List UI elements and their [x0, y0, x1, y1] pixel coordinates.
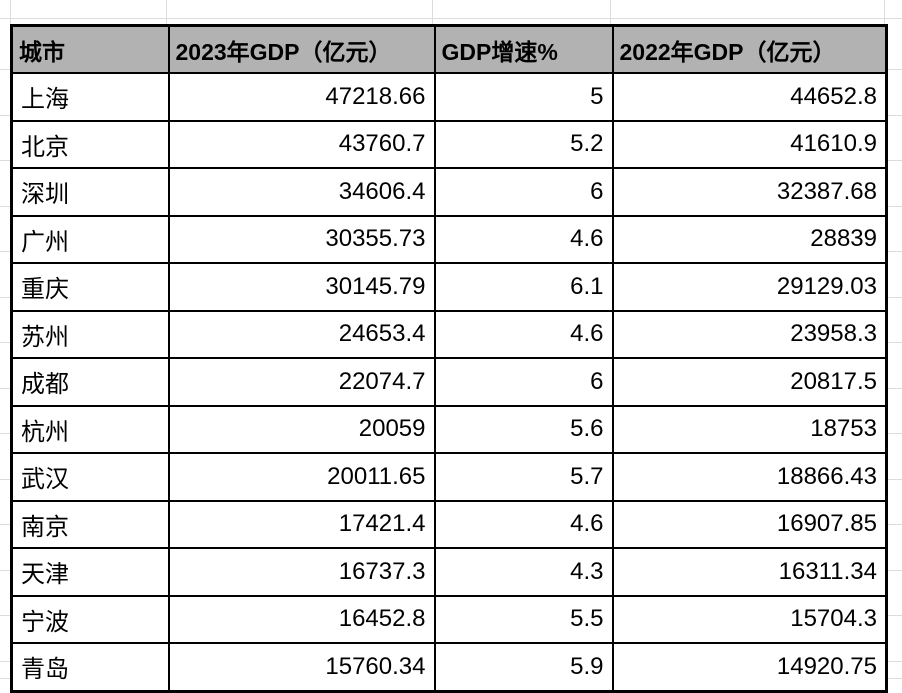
cell-gdp-growth[interactable]: 5.9: [433, 642, 614, 692]
table-row: 深圳 34606.4 6 32387.68: [10, 167, 888, 217]
cell-city[interactable]: 南京: [10, 499, 170, 549]
cell-city[interactable]: 青岛: [10, 642, 170, 692]
table-row: 南京 17421.4 4.6 16907.85: [10, 499, 888, 549]
cell-gdp-growth[interactable]: 4.6: [433, 214, 614, 264]
table-row: 宁波 16452.8 5.5 15704.3: [10, 594, 888, 644]
cell-gdp-2023[interactable]: 15760.34: [167, 642, 436, 692]
cell-gdp-2023[interactable]: 16452.8: [167, 594, 436, 644]
cell-city[interactable]: 上海: [10, 72, 170, 122]
cell-gdp-2023[interactable]: 30355.73: [167, 214, 436, 264]
table-row: 重庆 30145.79 6.1 29129.03: [10, 262, 888, 312]
cell-gdp-2022[interactable]: 16311.34: [611, 547, 888, 597]
cell-gdp-growth[interactable]: 4.6: [433, 309, 614, 359]
cell-gdp-2023[interactable]: 17421.4: [167, 499, 436, 549]
cell-gdp-2022[interactable]: 32387.68: [611, 167, 888, 217]
cell-city[interactable]: 北京: [10, 119, 170, 169]
table-row: 天津 16737.3 4.3 16311.34: [10, 547, 888, 597]
cell-gdp-2023[interactable]: 20059: [167, 404, 436, 454]
cell-city[interactable]: 宁波: [10, 594, 170, 644]
header-city[interactable]: 城市: [10, 24, 170, 74]
cell-gdp-2023[interactable]: 47218.66: [167, 72, 436, 122]
cell-gdp-growth[interactable]: 5.5: [433, 594, 614, 644]
cell-gdp-growth[interactable]: 4.6: [433, 499, 614, 549]
cell-gdp-growth[interactable]: 5.2: [433, 119, 614, 169]
cell-city[interactable]: 杭州: [10, 404, 170, 454]
gdp-table: 城市 2023年GDP（亿元） GDP增速% 2022年GDP（亿元） 上海 4…: [10, 24, 888, 693]
cell-gdp-2022[interactable]: 28839: [611, 214, 888, 264]
table-row: 北京 43760.7 5.2 41610.9: [10, 119, 888, 169]
cell-gdp-2022[interactable]: 29129.03: [611, 262, 888, 312]
header-gdp-2023[interactable]: 2023年GDP（亿元）: [167, 24, 436, 74]
table-row: 成都 22074.7 6 20817.5: [10, 357, 888, 407]
cell-gdp-growth[interactable]: 6: [433, 167, 614, 217]
table-row: 苏州 24653.4 4.6 23958.3: [10, 309, 888, 359]
cell-gdp-2023[interactable]: 34606.4: [167, 167, 436, 217]
table-row: 武汉 20011.65 5.7 18866.43: [10, 452, 888, 502]
cell-gdp-2023[interactable]: 30145.79: [167, 262, 436, 312]
cell-city[interactable]: 苏州: [10, 309, 170, 359]
table-row: 杭州 20059 5.6 18753: [10, 404, 888, 454]
header-gdp-2022[interactable]: 2022年GDP（亿元）: [611, 24, 888, 74]
cell-gdp-growth[interactable]: 6.1: [433, 262, 614, 312]
cell-gdp-2023[interactable]: 20011.65: [167, 452, 436, 502]
cell-gdp-2022[interactable]: 18866.43: [611, 452, 888, 502]
cell-gdp-2022[interactable]: 14920.75: [611, 642, 888, 692]
cell-gdp-2022[interactable]: 44652.8: [611, 72, 888, 122]
cell-gdp-2022[interactable]: 41610.9: [611, 119, 888, 169]
cell-city[interactable]: 重庆: [10, 262, 170, 312]
cell-gdp-growth[interactable]: 5: [433, 72, 614, 122]
cell-gdp-2023[interactable]: 24653.4: [167, 309, 436, 359]
cell-gdp-growth[interactable]: 4.3: [433, 547, 614, 597]
table-row: 广州 30355.73 4.6 28839: [10, 214, 888, 264]
cell-gdp-2022[interactable]: 20817.5: [611, 357, 888, 407]
cell-city[interactable]: 成都: [10, 357, 170, 407]
cell-gdp-growth[interactable]: 5.6: [433, 404, 614, 454]
table-row: 上海 47218.66 5 44652.8: [10, 72, 888, 122]
cell-gdp-2023[interactable]: 22074.7: [167, 357, 436, 407]
cell-gdp-2023[interactable]: 16737.3: [167, 547, 436, 597]
cell-gdp-growth[interactable]: 6: [433, 357, 614, 407]
cell-city[interactable]: 天津: [10, 547, 170, 597]
cell-city[interactable]: 深圳: [10, 167, 170, 217]
cell-city[interactable]: 武汉: [10, 452, 170, 502]
cell-gdp-growth[interactable]: 5.7: [433, 452, 614, 502]
cell-gdp-2022[interactable]: 23958.3: [611, 309, 888, 359]
cell-city[interactable]: 广州: [10, 214, 170, 264]
cell-gdp-2022[interactable]: 15704.3: [611, 594, 888, 644]
cell-gdp-2022[interactable]: 18753: [611, 404, 888, 454]
table-body: 上海 47218.66 5 44652.8 北京 43760.7 5.2 416…: [10, 72, 888, 692]
header-row: 城市 2023年GDP（亿元） GDP增速% 2022年GDP（亿元）: [10, 24, 888, 74]
table-row: 青岛 15760.34 5.9 14920.75: [10, 642, 888, 692]
cell-gdp-2023[interactable]: 43760.7: [167, 119, 436, 169]
gridline-horizontal: [0, 18, 902, 19]
cell-gdp-2022[interactable]: 16907.85: [611, 499, 888, 549]
header-gdp-growth[interactable]: GDP增速%: [433, 24, 614, 74]
